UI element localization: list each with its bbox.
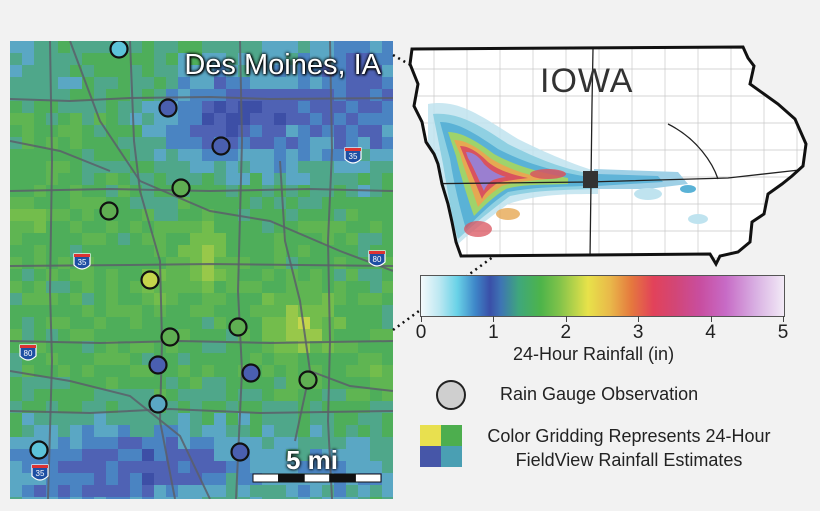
grid-legend-line2: FieldView Rainfall Estimates <box>515 450 743 470</box>
gauge-legend-symbol <box>436 380 466 410</box>
interstate-shield: 80 <box>368 250 386 267</box>
interstate-shield: 35 <box>31 464 49 481</box>
interstate-number: 35 <box>78 258 87 267</box>
colorbar-tick-label: 2 <box>560 322 572 343</box>
rain-gauge-marker <box>148 355 168 375</box>
colorbar-tick-mark <box>421 316 422 322</box>
colorbar-tick-mark <box>783 316 784 322</box>
rain-gauge-marker <box>211 136 231 156</box>
rainfall-grid: 35 35 35 80 80 <box>10 41 393 499</box>
colorbar-tick-mark <box>493 316 495 322</box>
city-title: Des Moines, IA <box>184 49 381 81</box>
colorbar-tick-label: 4 <box>705 322 716 343</box>
rain-gauge-marker <box>99 201 119 221</box>
rain-gauge-marker <box>171 178 191 198</box>
interstate-number: 80 <box>24 349 33 358</box>
state-title: IOWA <box>540 62 634 100</box>
colorbar-tick-mark <box>710 316 712 322</box>
iowa-outline <box>408 45 808 268</box>
rain-gauge-marker <box>148 394 168 414</box>
colorbar-tick-label: 3 <box>632 322 644 343</box>
rain-gauge-marker <box>29 440 49 460</box>
rain-gauge-marker <box>230 442 250 462</box>
rainfall-swath <box>428 103 708 249</box>
interstate-number: 80 <box>373 255 382 264</box>
rain-gauge-marker <box>140 270 160 290</box>
grid-legend-label: Color Gridding Represents 24-Hour FieldV… <box>470 424 788 472</box>
interstate-shield: 35 <box>73 253 91 270</box>
des-moines-marker <box>583 171 598 188</box>
gauge-legend-label: Rain Gauge Observation <box>500 384 699 404</box>
city-rainfall-map: 35 35 35 80 80 Des Moines, IA 5 mi <box>10 41 393 499</box>
rain-gauge-marker <box>298 370 318 390</box>
rain-gauge-marker <box>109 41 129 59</box>
colorbar-tick-label: 0 <box>415 322 427 343</box>
rain-gauge-marker <box>228 317 248 337</box>
rain-gauge-marker <box>241 363 261 383</box>
road-network <box>10 41 393 499</box>
scale-bar-label: 5 mi <box>286 445 339 475</box>
grid-legend-line1: Color Gridding Represents 24-Hour <box>487 426 771 446</box>
rain-gauge-marker <box>158 98 178 118</box>
interstate-shield: 80 <box>19 344 37 361</box>
rainfall-colorbar <box>420 275 785 317</box>
colorbar-tick-mark <box>638 316 640 322</box>
interstate-shield: 35 <box>344 147 362 164</box>
grid-legend-symbol <box>420 425 462 467</box>
rain-gauge-marker <box>160 327 180 347</box>
scale-bar <box>252 473 382 483</box>
interstate-number: 35 <box>349 152 358 161</box>
colorbar-title: 24-Hour Rainfall (in) <box>513 344 675 364</box>
colorbar-tick-label: 5 <box>777 322 789 343</box>
interstate-number: 35 <box>36 469 45 478</box>
state-map: IOWA <box>398 44 814 272</box>
colorbar-tick-mark <box>565 316 567 322</box>
colorbar-tick-label: 1 <box>488 322 499 343</box>
